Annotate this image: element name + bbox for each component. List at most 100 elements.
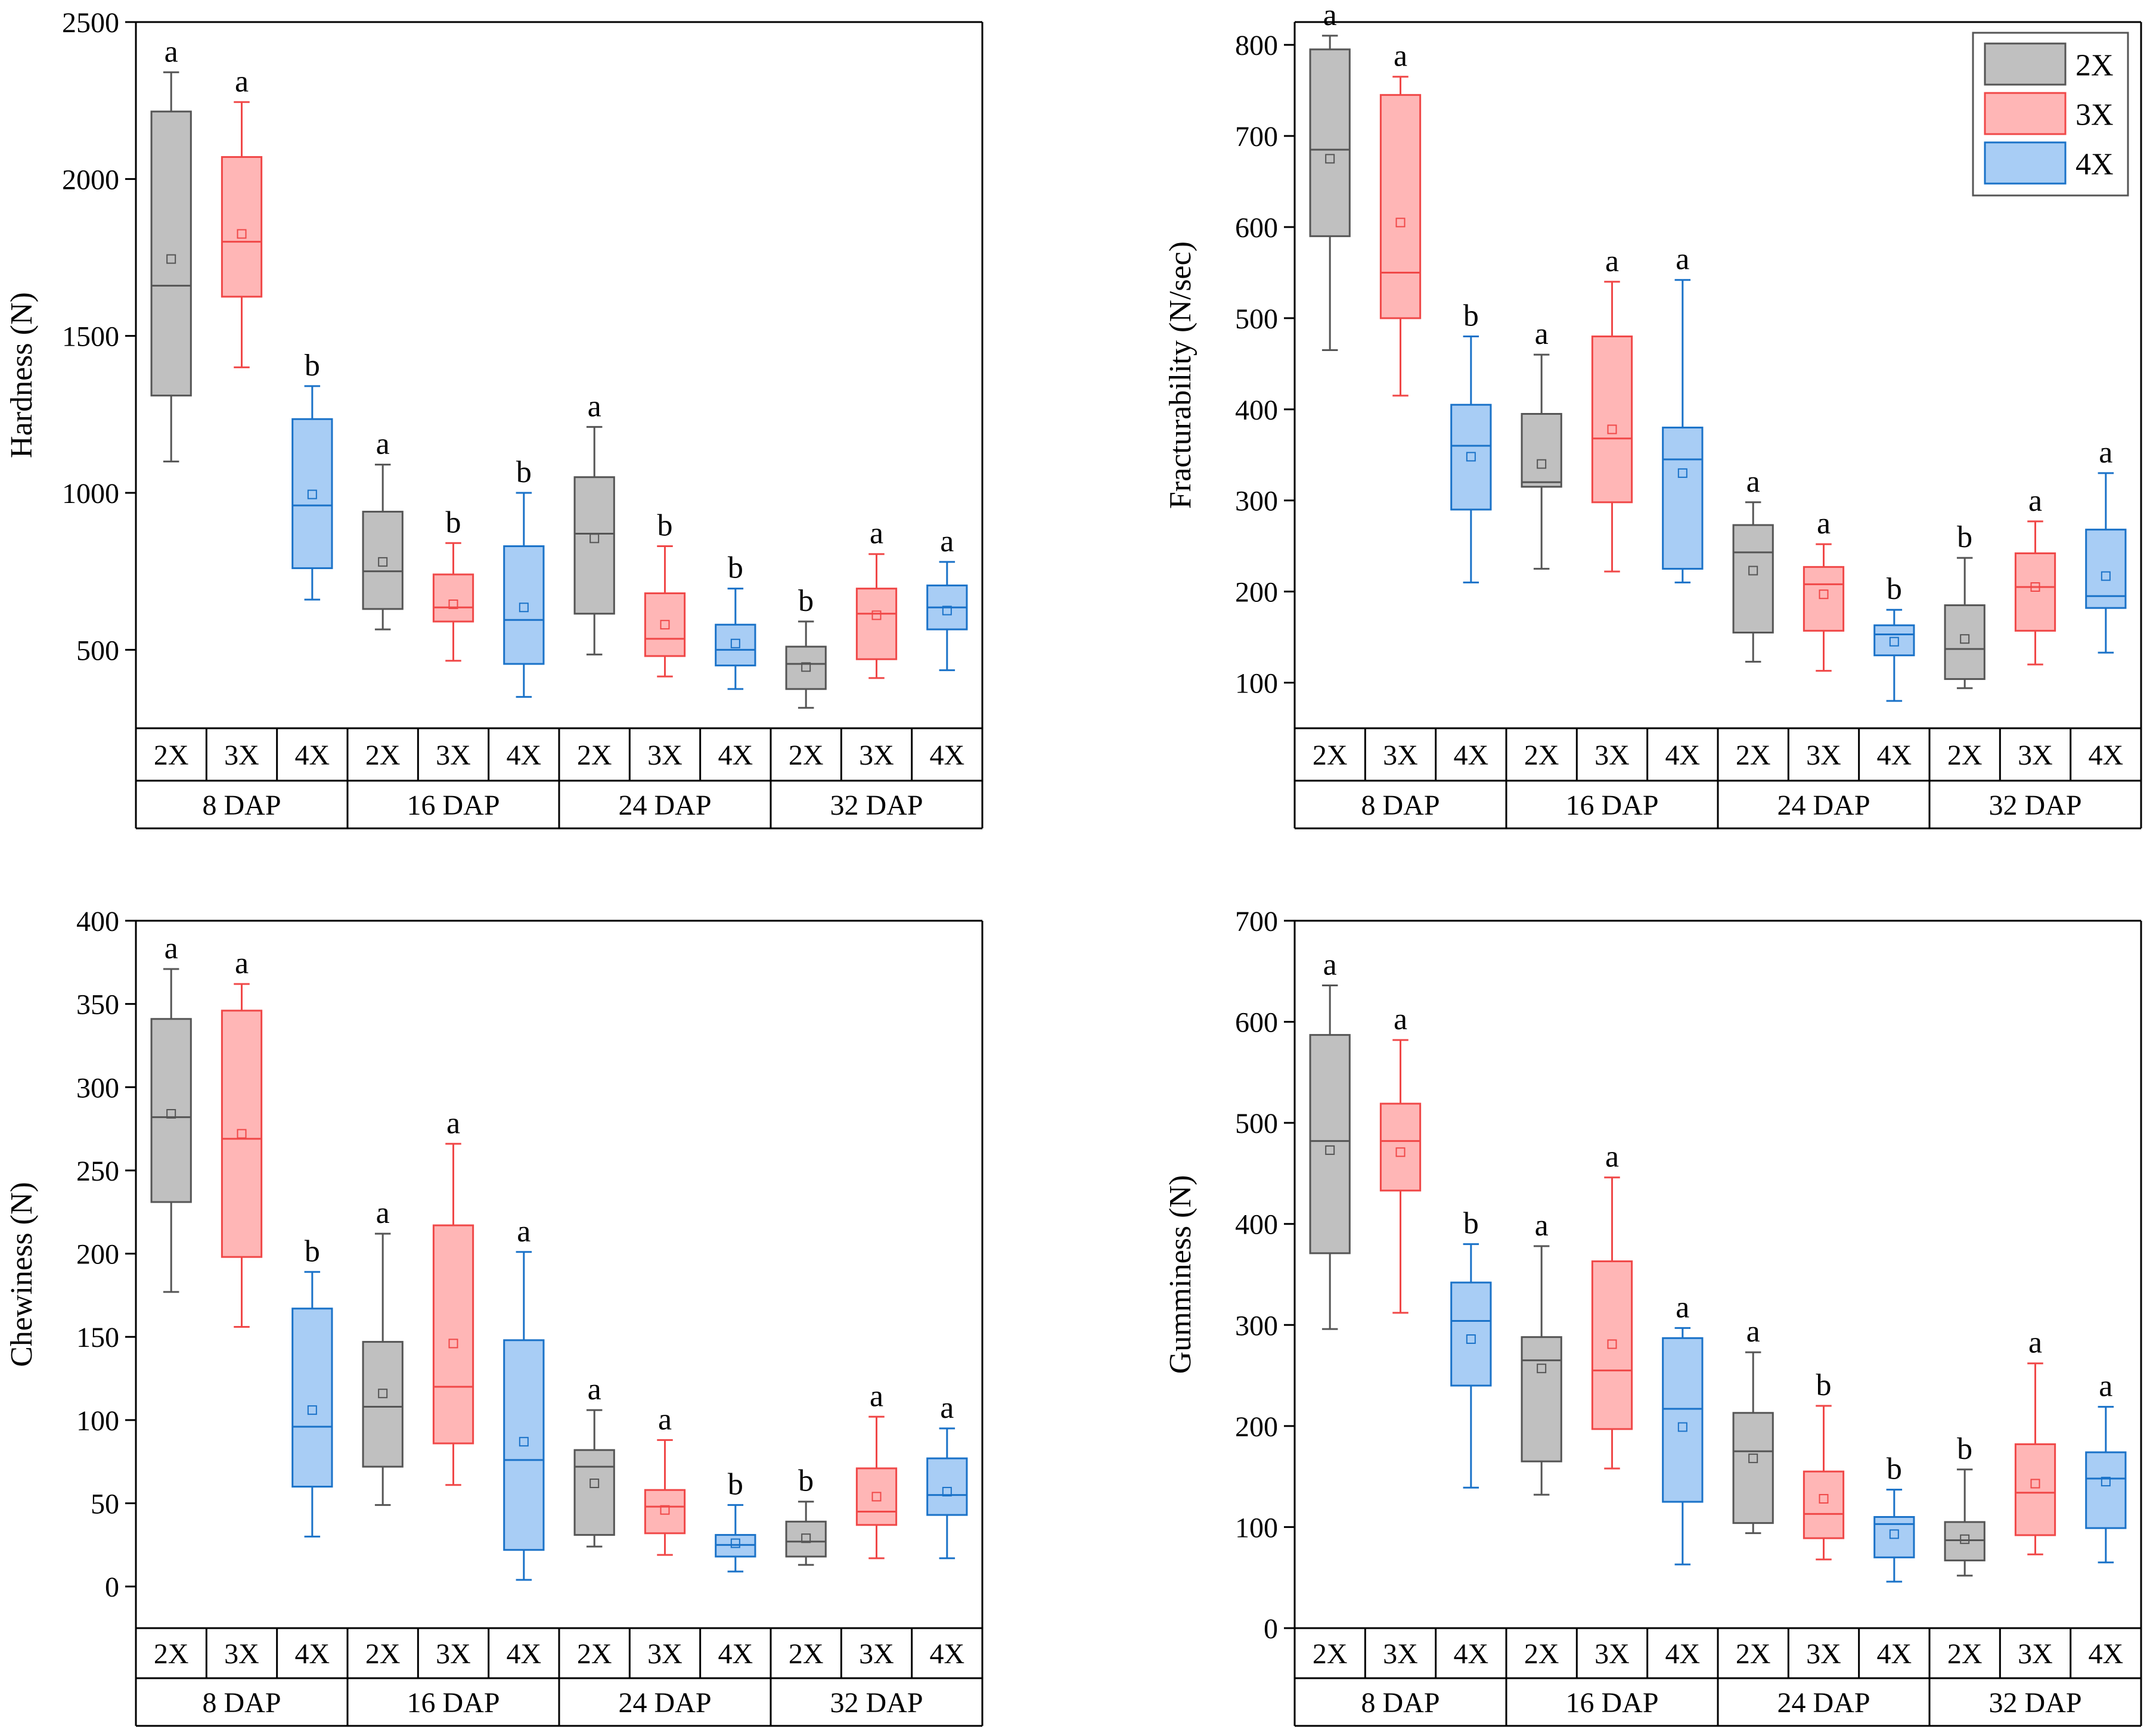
box-16dap-4x: a — [503, 1215, 545, 1581]
box-iqr — [1662, 426, 1704, 570]
y-tick-label: 700 — [1235, 121, 1278, 153]
ploidy-label: 2X — [1524, 740, 1559, 771]
group-label: 32 DAP — [830, 1687, 923, 1719]
y-tick-label: 250 — [76, 1156, 119, 1187]
y-tick-label: 200 — [1235, 577, 1278, 608]
group-label: 24 DAP — [618, 790, 711, 821]
mean-marker — [1607, 424, 1617, 434]
mean-marker — [166, 254, 176, 264]
legend-label-3x: 3X — [2076, 98, 2114, 132]
ploidy-label: 2X — [154, 1638, 189, 1670]
box-32dap-3x: a — [855, 1379, 898, 1560]
box-iqr — [644, 1489, 686, 1535]
significance-letter: b — [657, 509, 673, 543]
box-24dap-4x: b — [715, 551, 756, 690]
box-16dap-3x: a — [1591, 1140, 1633, 1470]
box-8dap-4x: b — [291, 349, 333, 601]
ploidy-label: 3X — [1383, 740, 1418, 771]
ploidy-label: 4X — [294, 1638, 330, 1670]
significance-letter: b — [1957, 520, 1972, 554]
box-iqr — [573, 476, 615, 615]
y-tick-label: 800 — [1235, 30, 1278, 61]
ploidy-label: 2X — [577, 740, 612, 771]
y-tick-label: 0 — [1264, 1613, 1278, 1645]
group-label: 16 DAP — [1565, 1687, 1658, 1719]
group-label: 24 DAP — [1777, 790, 1870, 821]
y-axis-title: Chewiness (N) — [5, 1182, 39, 1367]
ploidy-label: 3X — [859, 740, 894, 771]
box-iqr — [503, 1339, 545, 1551]
box-iqr — [2085, 1451, 2127, 1529]
mean-marker — [2101, 1477, 2111, 1487]
group-label: 16 DAP — [407, 1687, 500, 1719]
mean-marker — [1748, 1454, 1758, 1464]
ploidy-label: 4X — [1876, 1638, 1912, 1670]
box-24dap-3x: a — [644, 1402, 686, 1556]
y-tick-label: 2000 — [62, 164, 119, 195]
ploidy-label: 4X — [1665, 1638, 1700, 1670]
mean-marker — [378, 557, 388, 567]
mean-marker — [590, 533, 600, 544]
y-tick-label: 500 — [1235, 1108, 1278, 1139]
significance-letter: a — [1605, 244, 1619, 278]
box-iqr — [1521, 412, 1562, 488]
box-16dap-4x: a — [1662, 1290, 1704, 1566]
ploidy-label: 3X — [2018, 740, 2053, 771]
box-iqr — [1591, 336, 1633, 504]
ploidy-label: 4X — [294, 740, 330, 771]
box-iqr — [362, 1341, 404, 1468]
mean-marker — [166, 1108, 176, 1119]
ploidy-label: 3X — [1806, 740, 1841, 771]
box-iqr — [2014, 1443, 2056, 1536]
box-8dap-3x: a — [221, 946, 263, 1328]
mean-marker — [448, 1339, 458, 1349]
ploidy-label: 3X — [1383, 1638, 1418, 1670]
legend-swatch-3x — [1984, 92, 2067, 135]
box-iqr — [644, 592, 686, 657]
box-16dap-2x: a — [362, 1196, 404, 1506]
significance-letter: a — [1676, 243, 1689, 277]
mean-marker — [801, 662, 811, 672]
significance-letter: a — [870, 517, 883, 551]
box-iqr — [1450, 403, 1492, 511]
legend-label-4x: 4X — [2076, 148, 2114, 182]
box-8dap-4x: b — [1450, 1207, 1492, 1489]
box-iqr — [715, 623, 756, 667]
mean-marker — [1466, 452, 1476, 462]
box-32dap-4x: a — [926, 1391, 968, 1560]
mean-marker — [590, 1479, 600, 1489]
ploidy-label: 2X — [1947, 1638, 1983, 1670]
y-tick-label: 50 — [91, 1489, 119, 1520]
significance-letter: a — [1323, 948, 1337, 982]
significance-letter: a — [1605, 1140, 1619, 1174]
significance-letter: b — [1887, 1452, 1902, 1486]
mean-marker — [1677, 1422, 1687, 1432]
significance-letter: a — [376, 1196, 390, 1230]
mean-marker — [307, 1405, 317, 1415]
box-iqr — [1944, 604, 1986, 680]
legend-label-2x: 2X — [2076, 49, 2114, 83]
box-8dap-4x: b — [1450, 299, 1492, 583]
box-32dap-3x: a — [2014, 484, 2056, 666]
mean-marker — [1819, 589, 1829, 600]
box-24dap-2x: a — [573, 1372, 615, 1548]
y-tick-label: 1000 — [62, 478, 119, 510]
mean-marker — [871, 610, 882, 620]
y-tick-label: 300 — [1235, 1310, 1278, 1341]
y-tick-label: 400 — [1235, 395, 1278, 426]
mean-marker — [942, 605, 952, 616]
legend-swatch-4x — [1984, 141, 2067, 185]
hardness-panel: 500 1000 1500 2000 2500 Hardness (N) a a b a b b a b b… — [5, 7, 984, 830]
box-iqr — [432, 573, 474, 623]
ploidy-label: 4X — [2088, 740, 2123, 771]
significance-letter: a — [235, 946, 249, 980]
significance-letter: a — [2028, 484, 2042, 518]
y-tick-label: 500 — [76, 635, 119, 666]
ploidy-label: 2X — [365, 740, 401, 771]
box-32dap-2x: b — [785, 1464, 827, 1566]
group-label: 16 DAP — [407, 790, 500, 821]
mean-marker — [448, 599, 458, 609]
mean-marker — [1607, 1339, 1617, 1349]
ploidy-label: 2X — [1313, 1638, 1348, 1670]
box-24dap-3x: b — [644, 509, 686, 678]
